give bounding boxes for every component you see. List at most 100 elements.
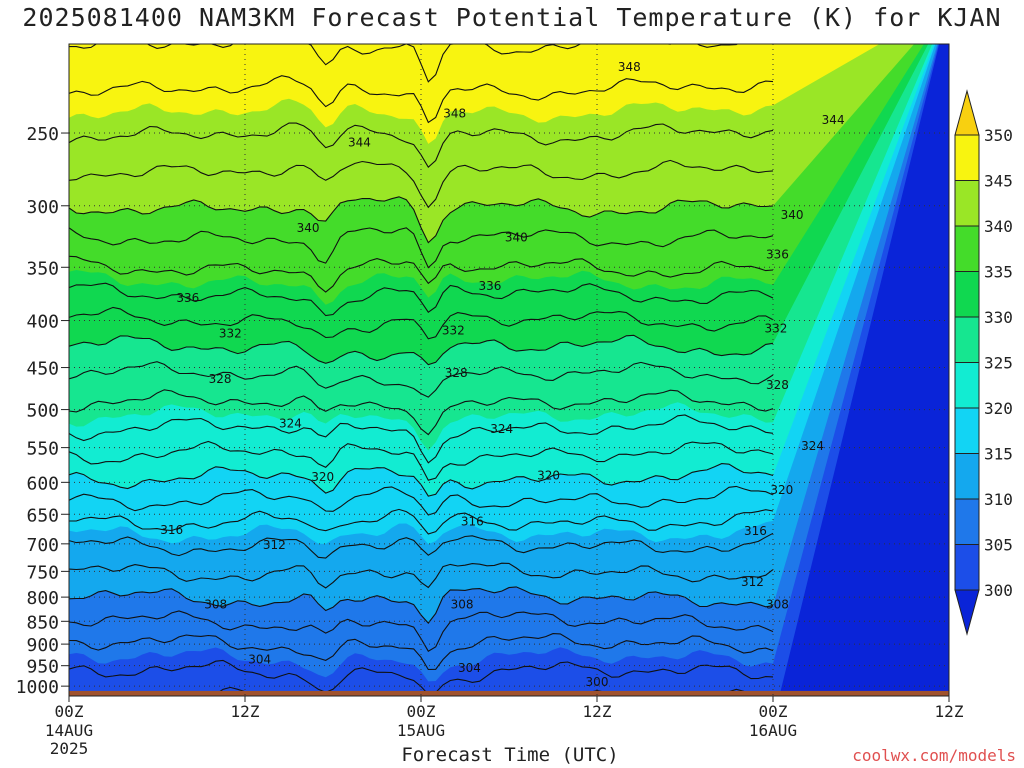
colorbar: 300 305 310 315 320 325 330 335 340 345 350	[954, 89, 1013, 636]
colorbar-top-arrow	[954, 89, 980, 136]
contour-346	[69, 75, 774, 124]
contour-label-26: 312	[741, 575, 764, 589]
contour-label-31: 304	[458, 661, 481, 675]
contour-label-17: 324	[490, 422, 513, 436]
terrain-strip	[69, 690, 949, 696]
ytick-label-850: 850	[26, 612, 59, 633]
colorbar-label-320: 320	[984, 399, 1013, 418]
contour-label-27: 308	[204, 598, 227, 612]
contour-label-4: 340	[297, 221, 320, 235]
colorbar-label-325: 325	[984, 354, 1013, 373]
contour-label-13: 328	[209, 372, 232, 386]
xtick-label-4: 00Z	[759, 702, 788, 721]
ytick-label-750: 750	[26, 562, 59, 583]
ytick-label-900: 900	[26, 635, 59, 656]
contour-318	[69, 485, 774, 516]
contour-316	[69, 508, 774, 535]
contour-label-1: 348	[443, 106, 466, 120]
contour-322	[69, 440, 774, 481]
colorbar-seg-335	[954, 225, 980, 272]
ytick-label-300: 300	[26, 197, 59, 218]
colorbar-seg-345	[954, 134, 980, 181]
chart-title: 2025081400 NAM3KM Forecast Potential Tem…	[22, 3, 1002, 32]
colorbar-seg-330	[954, 271, 980, 318]
colorbar-label-305: 305	[984, 536, 1013, 555]
contour-label-0: 348	[618, 60, 641, 74]
contour-328	[69, 361, 774, 398]
colorbar-label-330: 330	[984, 308, 1013, 327]
contour-label-12: 332	[764, 321, 787, 335]
contour-308	[69, 610, 774, 652]
dotted-gridlines	[69, 44, 949, 696]
ytick-label-800: 800	[26, 588, 59, 609]
xtick-sub2-0: 2025	[50, 739, 89, 758]
contour-label-22: 316	[160, 523, 183, 537]
contour-label-3: 344	[822, 113, 845, 127]
contour-label-32: 300	[586, 675, 609, 689]
contour-label-25: 312	[263, 538, 286, 552]
xtick-sub-4: 16AUG	[749, 721, 797, 740]
terrain-fill	[69, 690, 949, 696]
contour-label-9: 336	[766, 248, 789, 262]
contour-label-7: 336	[176, 291, 199, 305]
contour-label-29: 308	[766, 598, 789, 612]
contour-label-10: 332	[219, 326, 242, 340]
colorbar-seg-305	[954, 498, 980, 545]
contour-336	[69, 255, 774, 293]
ytick-label-1000: 1000	[16, 677, 59, 698]
contour-label-5: 340	[505, 231, 528, 245]
contour-labels: 348 348 344 344 340 340 340 336 336 336 332 332 332 3…	[160, 60, 844, 689]
contour-label-23: 316	[461, 515, 484, 529]
contour-304	[69, 659, 774, 696]
colorbar-seg-310	[954, 453, 980, 500]
contour-label-28: 308	[451, 598, 474, 612]
contour-label-11: 332	[442, 323, 465, 337]
contour-334	[69, 282, 774, 317]
contour-label-15: 328	[766, 378, 789, 392]
ytick-label-550: 550	[26, 439, 59, 460]
contour-324	[69, 414, 774, 464]
contour-312	[69, 562, 774, 589]
contour-label-16: 324	[279, 417, 302, 431]
ytick-label-950: 950	[26, 657, 59, 678]
colorbar-seg-340	[954, 180, 980, 227]
contour-label-21: 320	[770, 483, 793, 497]
colorbar-seg-320	[954, 362, 980, 409]
contour-label-8: 336	[478, 279, 501, 293]
ytick-label-650: 650	[26, 505, 59, 526]
contour-342	[69, 159, 774, 209]
colorbar-seg-300	[954, 544, 980, 591]
contour-306	[69, 633, 774, 671]
xtick-sub-2: 15AUG	[397, 721, 445, 740]
plot-frame	[68, 43, 950, 697]
ytick-label-400: 400	[26, 312, 59, 333]
contour-314	[69, 532, 774, 559]
colorbar-label-300: 300	[984, 581, 1013, 600]
ytick-label-600: 600	[26, 473, 59, 494]
colorbar-label-310: 310	[984, 490, 1013, 509]
ytick-label-350: 350	[26, 258, 59, 279]
xtick-label-1: 12Z	[231, 702, 260, 721]
contour-label-30: 304	[248, 652, 271, 666]
contour-label-18: 324	[801, 439, 824, 453]
contour-label-14: 328	[445, 366, 468, 380]
xtick-label-3: 12Z	[583, 702, 612, 721]
xtick-label-0: 00Z	[55, 702, 84, 721]
colorbar-label-315: 315	[984, 445, 1013, 464]
colorbar-seg-315	[954, 407, 980, 454]
xtick-label-2: 00Z	[407, 702, 436, 721]
contour-330	[69, 334, 774, 366]
x-axis-label: Forecast Time (UTC)	[401, 744, 619, 766]
contour-label-24: 316	[744, 524, 767, 538]
contour-label-20: 320	[537, 469, 560, 483]
ytick-label-700: 700	[26, 535, 59, 556]
ytick-label-250: 250	[26, 124, 59, 145]
contour-label-6: 340	[781, 208, 804, 222]
contour-338	[69, 227, 774, 269]
credit-link[interactable]: coolwx.com/models	[852, 746, 1016, 765]
contour-340	[69, 196, 774, 244]
colorbar-seg-325	[954, 316, 980, 363]
ytick-label-450: 450	[26, 359, 59, 380]
